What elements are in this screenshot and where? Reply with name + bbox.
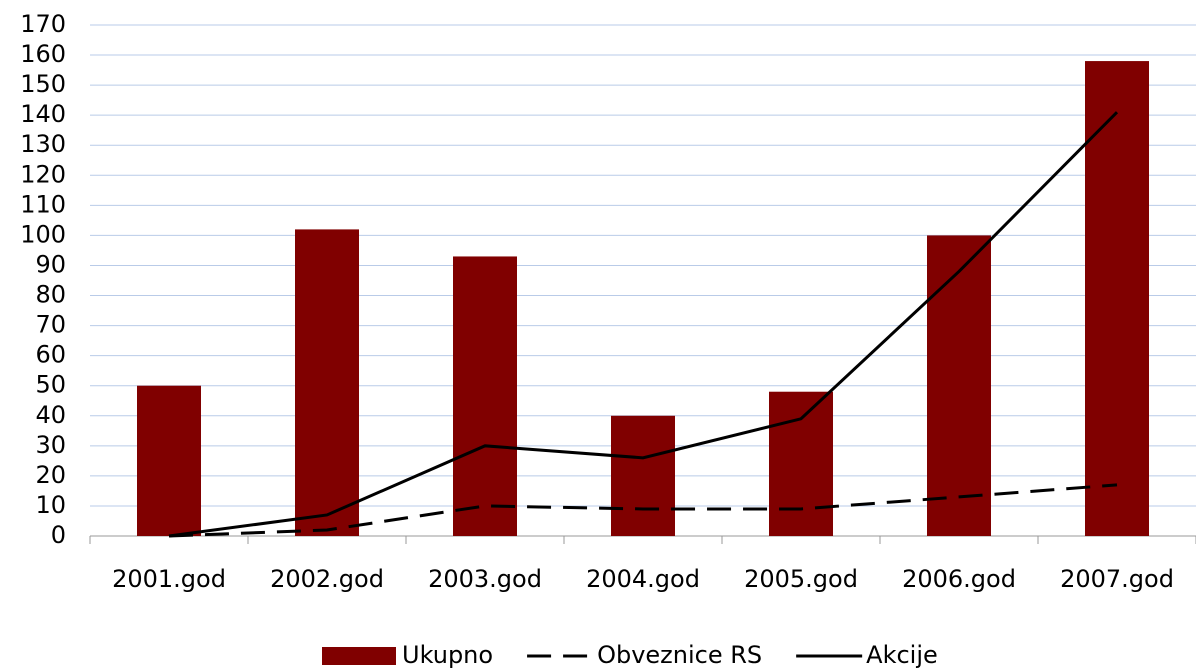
x-tick-label: 2005.god xyxy=(744,565,858,593)
bar xyxy=(611,415,675,536)
legend-label: Akcije xyxy=(866,641,938,669)
y-tick-label: 140 xyxy=(20,100,66,128)
y-tick-label: 80 xyxy=(35,281,66,309)
line-series xyxy=(168,111,1119,538)
x-tick-label: 2004.god xyxy=(586,565,700,593)
x-tick-label: 2003.god xyxy=(428,565,542,593)
legend-swatch xyxy=(322,647,396,665)
y-tick-label: 120 xyxy=(20,160,66,188)
bar xyxy=(453,256,517,536)
y-tick-label: 170 xyxy=(20,10,66,38)
legend-label: Ukupno xyxy=(402,641,493,669)
y-tick-label: 160 xyxy=(20,40,66,68)
y-tick-label: 60 xyxy=(35,341,66,369)
y-tick-label: 10 xyxy=(35,491,66,519)
y-tick-label: 130 xyxy=(20,130,66,158)
y-tick-label: 110 xyxy=(20,190,66,218)
y-tick-label: 90 xyxy=(35,250,66,278)
y-tick-label: 50 xyxy=(35,371,66,399)
bar xyxy=(1085,61,1149,536)
y-tick-label: 0 xyxy=(51,521,66,549)
x-tick-label: 2001.god xyxy=(112,565,226,593)
bar xyxy=(769,391,833,536)
y-tick-label: 150 xyxy=(20,70,66,98)
x-tick-label: 2006.god xyxy=(902,565,1016,593)
line-series xyxy=(168,483,1118,538)
y-tick-label: 20 xyxy=(35,461,66,489)
x-tick-label: 2007.god xyxy=(1060,565,1174,593)
bar xyxy=(137,385,201,536)
y-tick-label: 30 xyxy=(35,431,66,459)
y-tick-label: 70 xyxy=(35,311,66,339)
legend-label: Obveznice RS xyxy=(597,641,762,669)
bar xyxy=(927,235,991,537)
y-tick-label: 100 xyxy=(20,220,66,248)
y-tick-label: 40 xyxy=(35,401,66,429)
bar xyxy=(295,229,359,536)
x-tick-label: 2002.god xyxy=(270,565,384,593)
